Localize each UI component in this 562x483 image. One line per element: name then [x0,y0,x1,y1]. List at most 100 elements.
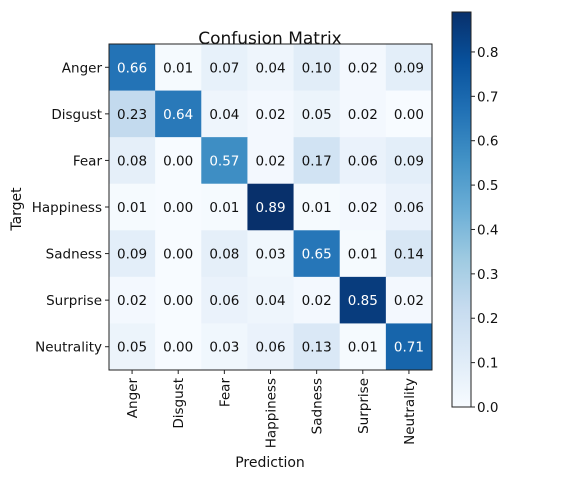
heatmap-cell [293,44,341,92]
cell-value: 0.01 [163,60,193,76]
colorbar [451,11,472,408]
heatmap-cell [247,230,295,278]
heatmap-cell [385,323,433,371]
heatmap-cell [339,183,387,231]
cell-value: 0.02 [117,293,147,309]
x-axis-label: Prediction [235,455,305,471]
heatmap-cell [201,90,248,138]
x-axis-ticks: Anger Disgust Fear Happiness Sadness Surprise… [125,370,418,448]
heatmap-cell [339,276,387,324]
heatmap-cell [339,44,387,92]
cell-value: 0.02 [255,153,285,169]
x-tick-label: Neutrality [402,378,418,445]
cell-value: 0.01 [117,200,147,216]
cell-value: 0.02 [255,107,285,123]
colorbar-tick-label: 0.4 [477,222,498,238]
y-axis-label: Target [9,187,25,232]
heatmap-cell [109,44,156,92]
heatmap-cell [293,323,341,371]
heatmap-cell [109,230,156,278]
heatmap-cell [109,137,156,185]
heatmap-cell [385,183,433,231]
cell-value: 0.10 [302,60,332,76]
heatmap-cell [247,44,295,92]
x-tick-label: Sadness [310,378,326,434]
cell-value: 0.03 [255,247,285,263]
heatmap-cell [247,90,295,138]
colorbar-ticks: 0.0 0.1 0.2 0.3 0.4 0.5 0.6 0.7 0.8 [471,45,498,416]
heatmap-cell [247,137,295,185]
cell-value: 0.85 [348,293,378,309]
cell-value: 0.13 [302,340,332,356]
cell-value: 0.09 [394,60,424,76]
colorbar-tick-label: 0.6 [477,134,498,150]
heatmap-cell [293,230,341,278]
heatmap-cell [201,230,248,278]
heatmap-cell [109,183,156,231]
cell-value: 0.00 [163,200,193,216]
x-tick-label: Fear [217,378,233,408]
cell-value: 0.23 [117,107,147,123]
heatmap-cell [247,183,295,231]
cell-value: 0.65 [302,247,332,263]
heatmap-cell [201,323,248,371]
cell-value: 0.00 [163,293,193,309]
heatmap-cell [385,137,433,185]
heatmap-cell [385,90,433,138]
heatmap-cell [155,90,202,138]
cell-value: 0.02 [348,107,378,123]
cell-value: 0.03 [209,340,239,356]
heatmap-cell [109,323,156,371]
cell-value: 0.64 [163,107,193,123]
heatmap-cell [293,137,341,185]
cell-value: 0.08 [117,153,147,169]
heatmap-cell [293,90,341,138]
y-tick-label: Surprise [46,293,102,309]
colorbar-tick-label: 0.0 [477,400,498,416]
heatmap-cell [201,137,248,185]
cell-value: 0.71 [394,340,424,356]
heatmap-cell [339,323,387,371]
heatmap-cell [385,230,433,278]
heatmap-cell [339,90,387,138]
colorbar-tick-label: 0.8 [477,45,498,61]
x-tick-label: Anger [125,378,141,419]
cell-value: 0.14 [394,247,424,263]
cell-value: 0.00 [394,107,424,123]
cell-value: 0.05 [117,340,147,356]
heatmap-cell [155,230,202,278]
heatmap-cell [293,183,341,231]
cell-value: 0.07 [209,60,239,76]
y-axis-ticks: Anger Disgust Fear Happiness Sadness Surprise… [32,60,109,356]
cell-value: 0.57 [209,153,239,169]
heatmap-cells [109,44,433,371]
cell-value: 0.01 [348,340,378,356]
cell-value: 0.01 [302,200,332,216]
cell-value: 0.89 [255,200,285,216]
cell-value: 0.02 [348,60,378,76]
cell-value: 0.06 [209,293,239,309]
colorbar-tick-label: 0.5 [477,178,498,194]
heatmap-cell [385,276,433,324]
cell-value: 0.01 [348,247,378,263]
y-tick-label: Disgust [51,107,102,123]
colorbar-tick-label: 0.3 [477,267,498,283]
colorbar-tick-label: 0.7 [477,89,498,105]
x-tick-label: Surprise [356,378,372,434]
heatmap-cell [155,183,202,231]
cell-value: 0.00 [163,153,193,169]
heatmap-cell [109,276,156,324]
heatmap-cell [339,137,387,185]
cell-value-labels: 0.66 0.01 0.07 0.04 0.10 0.02 0.09 0.23 0.64 0.04… [117,60,424,355]
heatmap-cell [293,276,341,324]
cell-value: 0.06 [348,153,378,169]
heatmap-cell [155,44,202,92]
heatmap-cell [247,323,295,371]
cell-value: 0.01 [209,200,239,216]
heatmap-cell [155,323,202,371]
heatmap-cell [155,276,202,324]
cell-value: 0.09 [394,153,424,169]
x-tick-label: Disgust [171,378,187,429]
cell-value: 0.05 [302,107,332,123]
